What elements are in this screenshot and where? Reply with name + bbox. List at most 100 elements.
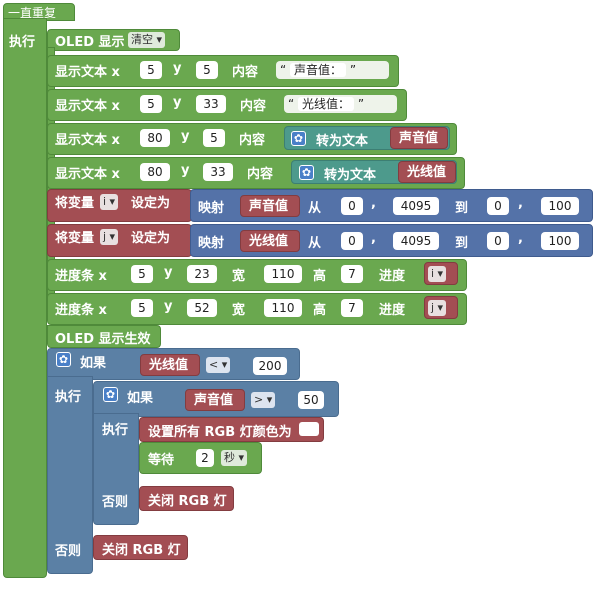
- inner-if-spine: [93, 413, 139, 525]
- string-literal-block[interactable]: “ 光线值： ”: [284, 95, 397, 113]
- variable-sound-value[interactable]: 声音值: [240, 195, 300, 217]
- y-value-field[interactable]: 23: [187, 265, 217, 283]
- gear-icon[interactable]: ✿: [291, 131, 306, 146]
- variable-dropdown-j[interactable]: j ▾: [100, 229, 119, 245]
- to-low-field[interactable]: 0: [487, 197, 509, 215]
- content-label: 内容: [247, 167, 274, 182]
- string-value[interactable]: 声音值：: [290, 63, 347, 77]
- display-text-label: 显示文本 x: [55, 99, 120, 114]
- y-value-field[interactable]: 33: [196, 95, 226, 113]
- progress-label: 进度条 x: [55, 303, 107, 318]
- set-variable-block-j[interactable]: [47, 224, 192, 257]
- convert-label: 转为文本: [316, 134, 369, 149]
- wait-label: 等待: [148, 453, 175, 468]
- to-label: 到: [455, 201, 469, 216]
- set-to-label: 设定为: [131, 196, 171, 211]
- string-literal-block[interactable]: “ 声音值： ”: [276, 61, 389, 79]
- gear-icon[interactable]: ✿: [103, 387, 118, 402]
- gear-icon[interactable]: ✿: [299, 165, 314, 180]
- map-label: 映射: [198, 236, 225, 251]
- from-high-field[interactable]: 4095: [393, 232, 439, 250]
- x-value-field[interactable]: 80: [140, 163, 170, 181]
- turn-off-rgb-label: 关闭 RGB 灯: [148, 494, 227, 509]
- y-label: y: [164, 299, 173, 314]
- compare-operator-dropdown[interactable]: < ▾: [206, 357, 231, 373]
- from-low-field[interactable]: 0: [341, 232, 363, 250]
- x-value-field[interactable]: 5: [140, 95, 162, 113]
- width-label: 宽: [232, 269, 246, 284]
- x-value-field[interactable]: 5: [140, 61, 162, 79]
- y-value-field[interactable]: 5: [203, 129, 225, 147]
- variable-sound-value[interactable]: 声音值: [185, 389, 245, 411]
- progress-bar-block-2[interactable]: [47, 293, 467, 325]
- y-label: y: [173, 95, 182, 110]
- progress-value-label: 进度: [379, 269, 406, 284]
- from-low-field[interactable]: 0: [341, 197, 363, 215]
- oled-effect-label: OLED 显示生效: [55, 332, 151, 347]
- wait-unit-dropdown[interactable]: 秒 ▾: [221, 450, 248, 466]
- inner-turn-off-rgb-block[interactable]: [139, 486, 234, 511]
- y-label: y: [181, 129, 190, 144]
- set-rgb-label: 设置所有 RGB 灯颜色为: [148, 425, 292, 440]
- variable-sound-value[interactable]: 声音值: [390, 127, 448, 149]
- inner-else-label: 否则: [102, 495, 129, 510]
- rgb-color-swatch[interactable]: [299, 422, 319, 436]
- comma-separator: ,: [371, 196, 376, 211]
- y-label: y: [164, 265, 173, 280]
- set-rgb-color-block[interactable]: [139, 417, 324, 442]
- variable-light-value[interactable]: 光线值: [140, 354, 200, 376]
- oled-effect-block[interactable]: [47, 325, 161, 348]
- gear-icon[interactable]: ✿: [56, 352, 71, 367]
- width-value-field[interactable]: 110: [264, 299, 302, 317]
- width-value-field[interactable]: 110: [264, 265, 302, 283]
- progress-bar-block-1[interactable]: [47, 259, 467, 291]
- to-high-field[interactable]: 100: [541, 197, 579, 215]
- variable-dropdown-i[interactable]: i ▾: [428, 266, 447, 282]
- forever-loop-spine: [3, 18, 47, 578]
- x-value-field[interactable]: 80: [140, 129, 170, 147]
- display-text-label: 显示文本 x: [55, 65, 120, 80]
- turn-off-rgb-label: 关闭 RGB 灯: [102, 543, 181, 558]
- oled-display-label: OLED 显示: [55, 35, 125, 50]
- oled-clear-dropdown[interactable]: 清空 ▾: [128, 32, 166, 48]
- progress-label: 进度条 x: [55, 269, 107, 284]
- inner-do-label: 执行: [102, 423, 129, 438]
- set-variable-label: 将变量: [55, 231, 95, 246]
- compare-value-field[interactable]: 50: [298, 391, 324, 409]
- variable-light-value[interactable]: 光线值: [240, 230, 300, 252]
- set-to-label: 设定为: [131, 231, 171, 246]
- to-low-field[interactable]: 0: [487, 232, 509, 250]
- variable-dropdown-i[interactable]: i ▾: [100, 194, 119, 210]
- y-value-field[interactable]: 52: [187, 299, 217, 317]
- compare-operator-dropdown[interactable]: > ▾: [251, 392, 276, 408]
- y-value-field[interactable]: 33: [203, 163, 233, 181]
- comma-separator: ,: [518, 231, 523, 246]
- x-value-field[interactable]: 5: [131, 265, 153, 283]
- comma-separator: ,: [371, 231, 376, 246]
- outer-turn-off-rgb-block[interactable]: [93, 535, 188, 560]
- variable-light-value[interactable]: 光线值: [398, 161, 456, 183]
- wait-value-field[interactable]: 2: [196, 449, 214, 467]
- content-label: 内容: [240, 99, 267, 114]
- to-high-field[interactable]: 100: [541, 232, 579, 250]
- from-label: 从: [308, 236, 322, 251]
- outer-if-spine: [47, 376, 93, 574]
- if-label: 如果: [127, 391, 154, 406]
- if-label: 如果: [80, 356, 107, 371]
- height-value-field[interactable]: 7: [341, 265, 363, 283]
- content-label: 内容: [239, 133, 266, 148]
- from-high-field[interactable]: 4095: [393, 197, 439, 215]
- content-label: 内容: [232, 65, 259, 80]
- y-value-field[interactable]: 5: [196, 61, 218, 79]
- variable-dropdown-j[interactable]: j ▾: [428, 300, 447, 316]
- map-label: 映射: [198, 201, 225, 216]
- from-label: 从: [308, 201, 322, 216]
- set-variable-label: 将变量: [55, 196, 95, 211]
- string-value[interactable]: 光线值：: [298, 97, 355, 111]
- height-value-field[interactable]: 7: [341, 299, 363, 317]
- compare-value-field[interactable]: 200: [253, 357, 287, 375]
- y-label: y: [173, 61, 182, 76]
- x-value-field[interactable]: 5: [131, 299, 153, 317]
- display-text-label: 显示文本 x: [55, 133, 120, 148]
- display-text-label: 显示文本 x: [55, 167, 120, 182]
